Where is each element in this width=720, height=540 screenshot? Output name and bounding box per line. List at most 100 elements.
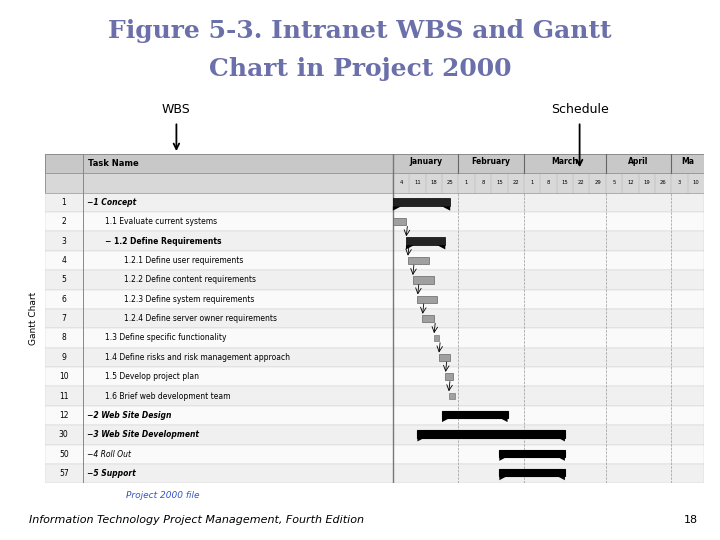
Bar [45, 444, 704, 464]
Polygon shape [557, 476, 565, 480]
Polygon shape [557, 437, 565, 441]
Text: 18: 18 [431, 180, 437, 185]
Polygon shape [557, 457, 565, 461]
Text: 50: 50 [59, 450, 68, 459]
Text: 15: 15 [562, 180, 568, 185]
Text: 1.2.3 Define system requirements: 1.2.3 Define system requirements [124, 295, 254, 303]
Text: 8: 8 [481, 180, 485, 185]
Text: Schedule: Schedule [551, 103, 608, 116]
Text: 1.1 Evaluate current systems: 1.1 Evaluate current systems [105, 217, 217, 226]
Bar [45, 425, 704, 444]
Text: 3: 3 [61, 237, 66, 246]
Text: Project 2000 file: Project 2000 file [126, 490, 199, 500]
Text: Information Technology Project Management, Fourth Edition: Information Technology Project Managemen… [29, 515, 364, 525]
Text: WBS: WBS [162, 103, 191, 116]
Bar [406, 237, 445, 245]
Bar [45, 212, 704, 232]
Bar [393, 218, 406, 225]
Bar [45, 289, 704, 309]
Text: −5 Support: −5 Support [87, 469, 135, 478]
Text: 1: 1 [531, 180, 534, 185]
Text: 22: 22 [578, 180, 585, 185]
Polygon shape [437, 245, 445, 249]
Bar [45, 367, 704, 387]
Bar [45, 173, 704, 193]
Polygon shape [442, 206, 450, 211]
Text: Task Name: Task Name [88, 159, 139, 168]
Text: 1: 1 [61, 198, 66, 207]
Text: 4: 4 [400, 180, 402, 185]
Polygon shape [500, 457, 507, 461]
Text: −3 Web Site Development: −3 Web Site Development [87, 430, 199, 440]
Bar [442, 411, 508, 418]
Text: 12: 12 [59, 411, 68, 420]
Text: Figure 5-3. Intranet WBS and Gantt: Figure 5-3. Intranet WBS and Gantt [108, 19, 612, 43]
Polygon shape [406, 245, 414, 249]
Text: March: March [552, 157, 578, 166]
Bar [45, 406, 704, 425]
Text: 19: 19 [644, 180, 650, 185]
Bar [45, 348, 704, 367]
Bar [45, 154, 704, 173]
Text: 5: 5 [613, 180, 616, 185]
Polygon shape [418, 437, 425, 441]
Text: 4: 4 [61, 256, 66, 265]
Text: 57: 57 [59, 469, 68, 478]
Bar [418, 430, 565, 437]
Text: 1.2.4 Define server owner requirements: 1.2.4 Define server owner requirements [124, 314, 276, 323]
Bar [418, 295, 437, 303]
Bar [408, 257, 429, 264]
Text: − 1.2 Define Requirements: − 1.2 Define Requirements [105, 237, 222, 246]
Text: −4 Roll Out: −4 Roll Out [87, 450, 131, 459]
Text: 2: 2 [61, 217, 66, 226]
Text: 3: 3 [678, 180, 681, 185]
Text: 1.3 Define specific functionality: 1.3 Define specific functionality [105, 334, 227, 342]
Text: 26: 26 [660, 180, 667, 185]
Bar [438, 354, 450, 361]
Text: 1: 1 [465, 180, 468, 185]
Text: Gantt Chart: Gantt Chart [29, 292, 37, 345]
Text: April: April [629, 157, 649, 166]
Text: 1.2.1 Define user requirements: 1.2.1 Define user requirements [124, 256, 243, 265]
Polygon shape [500, 418, 508, 422]
Text: 1.5 Develop project plan: 1.5 Develop project plan [105, 372, 199, 381]
Text: 9: 9 [61, 353, 66, 362]
Text: 22: 22 [513, 180, 519, 185]
Bar [45, 309, 704, 328]
Bar [45, 464, 704, 483]
Text: 11: 11 [414, 180, 420, 185]
Bar [45, 328, 704, 348]
Bar [500, 450, 565, 457]
Bar [423, 315, 434, 322]
Bar [45, 270, 704, 289]
Bar [434, 335, 438, 341]
Text: −1 Concept: −1 Concept [87, 198, 136, 207]
Text: 7: 7 [61, 314, 66, 323]
Polygon shape [442, 418, 449, 422]
Bar [449, 394, 455, 399]
Bar [45, 193, 704, 212]
Text: 10: 10 [693, 180, 699, 185]
Text: Ma: Ma [681, 157, 694, 166]
Text: 5: 5 [61, 275, 66, 285]
Polygon shape [500, 476, 507, 480]
Text: January: January [409, 157, 442, 166]
Bar [445, 373, 454, 380]
Text: 10: 10 [59, 372, 68, 381]
Text: 8: 8 [61, 334, 66, 342]
Text: 8: 8 [546, 180, 550, 185]
Text: 30: 30 [59, 430, 68, 440]
Bar [45, 251, 704, 270]
Text: 1.4 Define risks and risk management approach: 1.4 Define risks and risk management app… [105, 353, 290, 362]
Bar [500, 469, 565, 476]
Text: 15: 15 [496, 180, 503, 185]
Text: 29: 29 [594, 180, 601, 185]
Text: 11: 11 [59, 392, 68, 401]
Polygon shape [393, 206, 401, 211]
Text: Chart in Project 2000: Chart in Project 2000 [209, 57, 511, 80]
Text: 1.2.2 Define content requirements: 1.2.2 Define content requirements [124, 275, 256, 285]
Text: 25: 25 [447, 180, 454, 185]
Bar [393, 198, 450, 206]
Text: 6: 6 [61, 295, 66, 303]
Bar [413, 276, 434, 284]
